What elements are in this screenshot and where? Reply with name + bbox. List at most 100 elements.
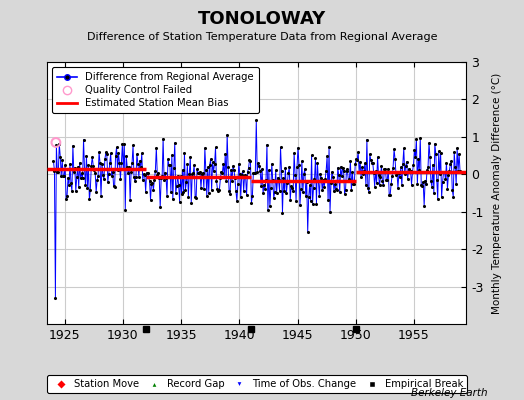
- Point: [129, 142, 137, 149]
- Point: [50, 168, 59, 174]
- Point: [341, 191, 349, 197]
- Point: [434, 148, 443, 154]
- Point: [364, 185, 372, 192]
- Point: [64, 174, 72, 181]
- Point: [83, 185, 92, 191]
- Point: [201, 145, 209, 151]
- Point: [320, 184, 329, 190]
- Point: [452, 181, 461, 187]
- Point: [177, 191, 185, 197]
- Point: [281, 164, 290, 171]
- Point: [148, 180, 157, 186]
- Point: [177, 173, 185, 180]
- Point: [228, 178, 236, 184]
- Legend: Difference from Regional Average, Quality Control Failed, Estimated Station Mean: Difference from Regional Average, Qualit…: [52, 67, 259, 113]
- Point: [269, 177, 277, 183]
- Point: [302, 192, 310, 199]
- Point: [117, 160, 126, 166]
- Point: [79, 136, 88, 143]
- Point: [118, 141, 127, 148]
- Point: [388, 172, 396, 179]
- Point: [195, 170, 203, 176]
- Point: [262, 176, 270, 183]
- Point: [330, 188, 338, 194]
- Text: Difference of Station Temperature Data from Regional Average: Difference of Station Temperature Data f…: [87, 32, 437, 42]
- Point: [324, 197, 332, 204]
- Point: [149, 187, 158, 193]
- Point: [405, 166, 413, 172]
- Point: [283, 180, 291, 186]
- Point: [380, 165, 389, 172]
- Point: [101, 156, 109, 162]
- Point: [70, 169, 78, 176]
- Point: [436, 150, 445, 156]
- Point: [184, 194, 192, 200]
- Point: [96, 160, 104, 166]
- Point: [216, 175, 225, 182]
- Point: [85, 196, 94, 203]
- Point: [341, 187, 350, 193]
- Point: [413, 181, 421, 188]
- Point: [134, 160, 142, 167]
- Point: [186, 154, 194, 160]
- Point: [348, 169, 356, 176]
- Point: [81, 182, 90, 188]
- Point: [445, 167, 454, 174]
- Point: [424, 164, 432, 170]
- Point: [238, 168, 247, 174]
- Point: [242, 173, 250, 180]
- Point: [97, 193, 105, 200]
- Point: [225, 188, 233, 194]
- Point: [252, 117, 260, 124]
- Point: [308, 152, 316, 158]
- Point: [126, 197, 134, 203]
- Point: [219, 161, 227, 168]
- Text: TONOLOWAY: TONOLOWAY: [198, 10, 326, 28]
- Point: [311, 155, 320, 162]
- Point: [417, 182, 425, 188]
- Point: [260, 182, 268, 188]
- Point: [314, 178, 323, 184]
- Point: [132, 173, 140, 180]
- Point: [415, 166, 423, 173]
- Point: [116, 176, 125, 182]
- Point: [327, 180, 335, 187]
- Point: [442, 160, 451, 166]
- Point: [243, 192, 251, 198]
- Point: [150, 177, 159, 183]
- Point: [120, 141, 128, 147]
- Point: [298, 158, 306, 164]
- Point: [431, 140, 439, 147]
- Point: [248, 192, 257, 199]
- Point: [223, 131, 232, 138]
- Point: [297, 186, 305, 192]
- Point: [373, 180, 381, 186]
- Point: [169, 196, 177, 202]
- Point: [88, 154, 96, 160]
- Point: [251, 170, 259, 176]
- Point: [433, 176, 441, 183]
- Point: [54, 169, 62, 176]
- Point: [370, 183, 379, 190]
- Point: [180, 150, 189, 156]
- Point: [69, 142, 77, 149]
- Point: [170, 165, 178, 171]
- Point: [384, 166, 392, 172]
- Point: [367, 160, 376, 166]
- Point: [356, 158, 364, 165]
- Point: [307, 198, 315, 204]
- Point: [182, 179, 191, 186]
- Point: [261, 186, 269, 192]
- Point: [393, 170, 401, 176]
- Point: [123, 164, 132, 170]
- Point: [146, 196, 155, 203]
- Point: [86, 186, 94, 193]
- Point: [280, 188, 289, 195]
- Point: [200, 185, 208, 192]
- Point: [114, 150, 123, 156]
- Point: [210, 161, 219, 168]
- Point: [266, 203, 274, 210]
- Point: [107, 173, 116, 180]
- Point: [210, 168, 218, 174]
- Point: [419, 179, 428, 185]
